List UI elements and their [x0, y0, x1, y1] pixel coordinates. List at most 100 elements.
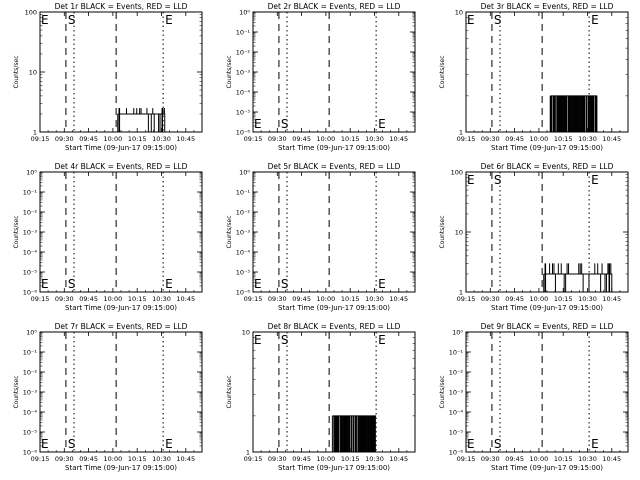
- x-tick-label: 10:00: [317, 455, 336, 463]
- events-series: [331, 415, 377, 452]
- y-tick-label: 10⁻⁶: [23, 449, 38, 457]
- x-axis-label: Start Time (09-Jun-17 09:15:00): [65, 304, 177, 312]
- x-axis-label: Start Time (09-Jun-17 09:15:00): [278, 464, 390, 472]
- x-tick-label: 09:30: [268, 455, 287, 463]
- events-series: [543, 263, 613, 292]
- event-marker-label: E: [591, 173, 599, 187]
- event-marker-label: E: [165, 277, 173, 291]
- x-tick-label: 10:45: [389, 135, 408, 143]
- y-axis-label: Counts/sec: [226, 375, 233, 408]
- x-tick-label: 09:30: [268, 295, 287, 303]
- event-marker-label: S: [494, 173, 502, 187]
- event-block: [608, 263, 611, 292]
- x-tick-label: 10:45: [176, 295, 195, 303]
- y-tick-label: 10⁻⁵: [236, 109, 251, 117]
- x-axis-label: Start Time (09-Jun-17 09:15:00): [65, 464, 177, 472]
- x-tick-label: 10:15: [128, 135, 147, 143]
- y-tick-label: 10⁻³: [23, 229, 38, 237]
- x-axis-label: Start Time (09-Jun-17 09:15:00): [491, 464, 603, 472]
- x-tick-label: 10:00: [530, 135, 549, 143]
- y-tick-label: 10: [29, 69, 37, 77]
- x-tick-label: 10:30: [365, 295, 384, 303]
- x-tick-label: 09:15: [31, 455, 50, 463]
- y-tick-label: 1: [459, 129, 463, 137]
- chart-panel-6: Det 6r BLACK = Events, RED = LLD Counts/s…: [439, 162, 629, 312]
- y-tick-label: 10⁰: [239, 169, 250, 177]
- y-axis-label: Counts/sec: [226, 215, 233, 248]
- x-tick-label: 10:30: [578, 455, 597, 463]
- y-tick-label: 10⁻⁵: [236, 269, 251, 277]
- event-marker-label: E: [165, 437, 173, 451]
- event-marker-label: E: [591, 437, 599, 451]
- y-tick-label: 1: [33, 129, 37, 137]
- x-tick-label: 09:15: [31, 135, 50, 143]
- x-tick-label: 10:15: [128, 455, 147, 463]
- x-tick-label: 10:45: [389, 455, 408, 463]
- plot-frame: [465, 11, 629, 133]
- chart-panel-8: Det 8r BLACK = Events, RED = LLD Counts/s…: [226, 322, 416, 472]
- y-tick-label: 10⁻²: [23, 369, 38, 377]
- x-tick-label: 09:45: [79, 135, 98, 143]
- x-tick-label: 10:15: [341, 455, 360, 463]
- plot-frame: [252, 171, 416, 293]
- y-tick-label: 10⁻⁴: [236, 89, 251, 97]
- x-tick-label: 09:15: [244, 135, 263, 143]
- y-tick-label: 10⁻⁶: [236, 289, 251, 297]
- x-tick-label: 09:45: [292, 135, 311, 143]
- y-tick-label: 10⁰: [239, 9, 250, 17]
- x-tick-label: 10:45: [602, 135, 621, 143]
- y-tick-label: 10⁻⁶: [236, 129, 251, 137]
- x-axis-label: Start Time (09-Jun-17 09:15:00): [491, 304, 603, 312]
- event-marker-label: E: [254, 277, 262, 291]
- chart-panel-2: Det 2r BLACK = Events, RED = LLD Counts/s…: [226, 2, 416, 152]
- event-marker-label: S: [281, 333, 289, 347]
- x-tick-label: 09:45: [292, 455, 311, 463]
- x-tick-label: 09:30: [268, 135, 287, 143]
- chart-title: Det 2r BLACK = Events, RED = LLD: [268, 2, 401, 11]
- plot-frame: [39, 171, 203, 293]
- event-marker-label: E: [41, 437, 49, 451]
- x-tick-label: 09:30: [55, 455, 74, 463]
- event-marker-label: S: [68, 277, 76, 291]
- x-tick-label: 10:00: [530, 295, 549, 303]
- y-tick-label: 10⁰: [26, 329, 37, 337]
- x-axis-label: Start Time (09-Jun-17 09:15:00): [491, 144, 603, 152]
- y-tick-label: 10⁻¹: [236, 29, 251, 37]
- x-tick-label: 09:15: [244, 295, 263, 303]
- event-marker-label: S: [68, 437, 76, 451]
- chart-title: Det 5r BLACK = Events, RED = LLD: [268, 162, 401, 171]
- y-tick-label: 10⁻²: [236, 209, 251, 217]
- plot-frame: [465, 331, 629, 453]
- chart-title: Det 3r BLACK = Events, RED = LLD: [481, 2, 614, 11]
- y-tick-label: 10: [455, 229, 463, 237]
- y-tick-label: 10⁻²: [236, 49, 251, 57]
- x-tick-label: 10:00: [104, 455, 123, 463]
- event-block: [118, 108, 121, 132]
- y-tick-label: 10: [242, 329, 250, 337]
- event-marker-label: E: [254, 333, 262, 347]
- chart-title: Det 4r BLACK = Events, RED = LLD: [55, 162, 188, 171]
- event-marker-label: E: [378, 117, 386, 131]
- y-tick-label: 10⁻¹: [236, 189, 251, 197]
- chart-title: Det 6r BLACK = Events, RED = LLD: [481, 162, 614, 171]
- event-marker-label: S: [494, 13, 502, 27]
- event-marker-label: E: [165, 13, 173, 27]
- x-tick-label: 10:15: [554, 135, 573, 143]
- chart-panel-7: Det 7r BLACK = Events, RED = LLD Counts/s…: [13, 322, 203, 472]
- events-series: [549, 95, 598, 132]
- x-tick-label: 10:00: [104, 295, 123, 303]
- y-tick-label: 10⁻⁵: [449, 429, 464, 437]
- y-axis-label: Counts/sec: [13, 375, 20, 408]
- y-axis-label: Counts/sec: [439, 215, 446, 248]
- x-tick-label: 10:00: [530, 455, 549, 463]
- event-marker-label: S: [281, 117, 289, 131]
- x-tick-label: 10:30: [365, 455, 384, 463]
- x-tick-label: 09:30: [481, 135, 500, 143]
- x-tick-label: 09:45: [505, 455, 524, 463]
- x-tick-label: 10:30: [578, 135, 597, 143]
- y-tick-label: 10⁻⁶: [449, 449, 464, 457]
- x-tick-label: 10:30: [578, 295, 597, 303]
- x-tick-label: 09:15: [457, 295, 476, 303]
- event-marker-label: E: [41, 13, 49, 27]
- x-tick-label: 09:45: [79, 455, 98, 463]
